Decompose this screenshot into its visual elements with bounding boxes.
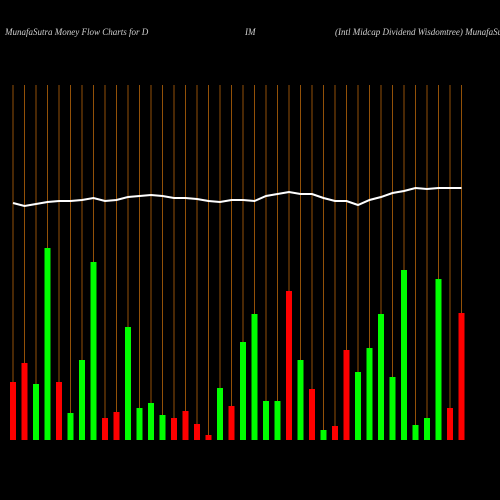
chart-title: (Intl Midcap Dividend Wisdomtree) Munafa… [335, 27, 500, 37]
bar [332, 426, 338, 440]
chart-title: IM [244, 27, 256, 37]
bar [435, 279, 442, 440]
bar [90, 262, 97, 440]
bar [217, 388, 223, 440]
bar [309, 389, 315, 440]
bar [343, 350, 350, 440]
bar [263, 401, 269, 440]
bar [171, 418, 177, 440]
bar [251, 314, 258, 440]
bar [240, 342, 246, 440]
bar [79, 360, 85, 440]
bar [67, 413, 74, 440]
bar [182, 411, 189, 440]
bar [412, 425, 419, 440]
bar [113, 412, 120, 440]
bar [274, 401, 281, 440]
bar [228, 406, 235, 440]
bar [21, 363, 28, 440]
bar [205, 435, 212, 440]
bar [136, 408, 143, 440]
bar [286, 291, 292, 440]
bar [33, 384, 39, 440]
bar [297, 360, 304, 440]
bar [102, 418, 108, 440]
bar [458, 313, 465, 440]
bar [125, 327, 131, 440]
chart-title: MunafaSutra Money Flow Charts for D [4, 27, 149, 37]
bar [44, 248, 51, 440]
bar [366, 348, 373, 440]
bar [447, 408, 453, 440]
bar [320, 430, 327, 440]
bar [148, 403, 154, 440]
bar [56, 382, 62, 440]
bar [355, 372, 361, 440]
bar [378, 314, 384, 440]
bar [401, 270, 407, 440]
bar [10, 382, 16, 440]
bar [194, 424, 200, 440]
bar [159, 415, 166, 440]
bar [424, 418, 430, 440]
money-flow-line [12, 186, 462, 208]
bar [389, 377, 396, 440]
